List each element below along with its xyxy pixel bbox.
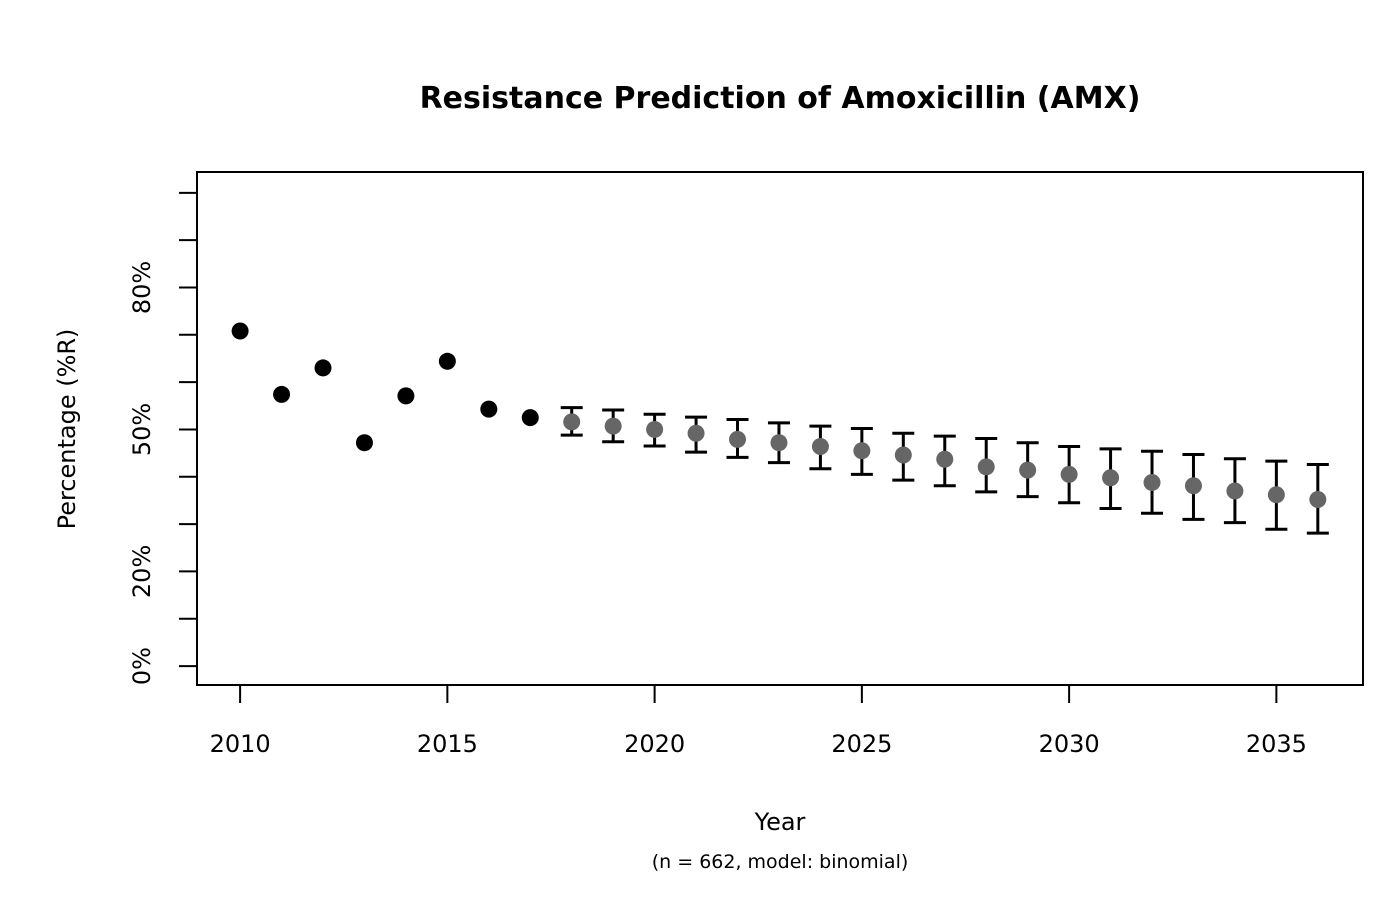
- y-axis-label: Percentage (%R): [53, 329, 81, 530]
- x-tick-label: 2030: [1039, 730, 1100, 758]
- x-axis-ticks: 2010 2015 2020 2025 2030 2035: [210, 685, 1307, 758]
- observed-point: [438, 352, 456, 370]
- x-tick-label: 2025: [831, 730, 892, 758]
- chart-canvas: Resistance Prediction of Amoxicillin (AM…: [53, 81, 1364, 873]
- x-tick-label: 2020: [624, 730, 685, 758]
- observed-point: [314, 359, 332, 377]
- predicted-point: [604, 417, 622, 435]
- predicted-point: [687, 424, 705, 442]
- y-tick-label: 50%: [128, 403, 156, 456]
- predicted-point: [977, 458, 995, 476]
- predicted-point: [646, 420, 664, 438]
- y-tick-label: 80%: [128, 261, 156, 314]
- predicted-point: [1143, 473, 1161, 491]
- observed-point: [273, 385, 291, 403]
- predicted-point: [811, 437, 829, 455]
- y-axis-ticks: 0% 20% 50% 80%: [128, 191, 197, 685]
- resistance-prediction-figure: Resistance Prediction of Amoxicillin (AM…: [40, 16, 1400, 882]
- predicted-point: [1184, 477, 1202, 495]
- predicted-point: [1267, 486, 1285, 504]
- predicted-point: [770, 434, 788, 452]
- predicted-point: [1309, 490, 1327, 508]
- predicted-point: [853, 442, 871, 460]
- chart-title: Resistance Prediction of Amoxicillin (AM…: [420, 81, 1141, 116]
- y-tick-label: 20%: [128, 545, 156, 598]
- predicted-point: [894, 446, 912, 464]
- predicted-point: [1019, 461, 1037, 479]
- x-tick-label: 2015: [417, 730, 478, 758]
- x-tick-label: 2035: [1246, 730, 1307, 758]
- x-axis-label: Year: [754, 808, 806, 836]
- y-tick-label: 0%: [128, 647, 156, 685]
- observed-point: [521, 409, 539, 427]
- data-series-layer: [231, 322, 1329, 535]
- predicted-point: [936, 450, 954, 468]
- observed-point: [480, 400, 498, 418]
- predicted-point: [1060, 465, 1078, 483]
- x-axis-note: (n = 662, model: binomial): [652, 851, 909, 873]
- predicted-point: [1102, 469, 1120, 487]
- x-tick-label: 2010: [210, 730, 271, 758]
- predicted-point: [729, 430, 747, 448]
- observed-point: [231, 322, 249, 340]
- observed-point: [397, 387, 415, 405]
- observed-point: [355, 434, 373, 452]
- predicted-point: [563, 413, 581, 431]
- predicted-point: [1226, 482, 1244, 500]
